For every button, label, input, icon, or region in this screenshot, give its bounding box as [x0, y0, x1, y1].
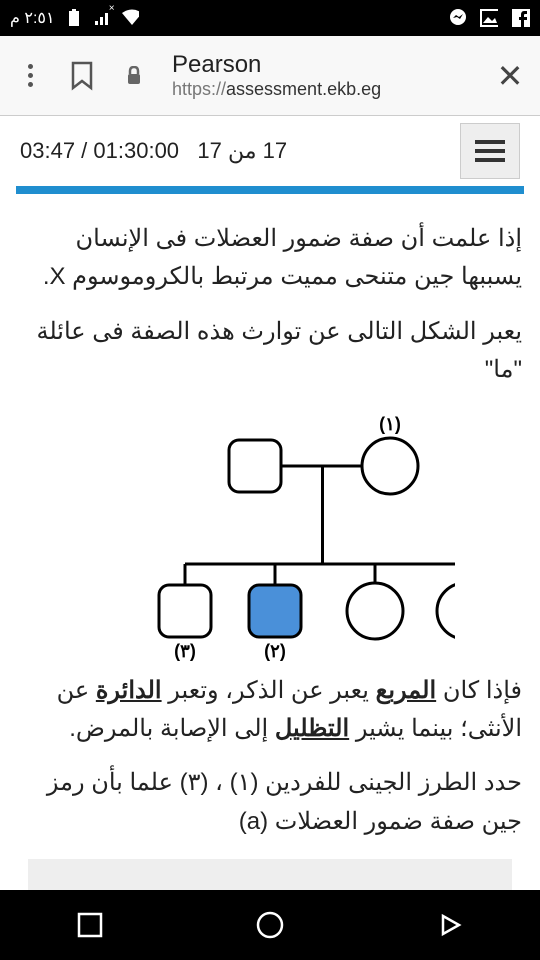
svg-text:(١): (١) [379, 416, 401, 434]
facebook-icon [512, 9, 530, 27]
svg-text:(٣): (٣) [174, 641, 196, 661]
more-menu-button[interactable] [16, 62, 44, 90]
assessment-header: 17 من 17 01:30:00 / 03:47 [0, 116, 540, 186]
status-time: ٢:٥١ م [10, 8, 55, 28]
android-nav-bar [0, 890, 540, 960]
svg-text:(٢): (٢) [264, 641, 286, 661]
address-bar[interactable]: Pearson https://assessment.ekb.eg [172, 51, 472, 100]
progress-bar [16, 186, 524, 194]
image-icon [480, 9, 498, 27]
question-p2: يعبر الشكل التالى عن توارث هذه الصفة فى … [18, 313, 522, 390]
home-button[interactable] [248, 903, 292, 947]
lock-icon [120, 62, 148, 90]
bookmark-button[interactable] [68, 62, 96, 90]
question-p1: إذا علمت أن صفة ضمور العضلات فى الإنسان … [18, 220, 522, 297]
wifi-icon [121, 9, 139, 27]
site-title: Pearson [172, 51, 472, 79]
close-button[interactable]: ✕ [496, 62, 524, 90]
site-url: https://assessment.ekb.eg [172, 79, 472, 100]
battery-icon [65, 9, 83, 27]
question-p4: حدد الطرز الجينى للفردين (١) ، (٣) علما … [18, 764, 522, 841]
recent-apps-button[interactable] [68, 903, 112, 947]
question-p3: فإذا كان المربع يعبر عن الذكر، وتعبر الد… [18, 672, 522, 749]
pedigree-diagram: (١) (٣) (٢) [18, 406, 522, 672]
android-status-bar: ٢:٥١ م × [0, 0, 540, 36]
question-content: إذا علمت أن صفة ضمور العضلات فى الإنسان … [0, 194, 540, 841]
browser-toolbar: Pearson https://assessment.ekb.eg ✕ [0, 36, 540, 116]
menu-button[interactable] [460, 123, 520, 179]
messenger-icon [448, 9, 466, 27]
progress-info: 17 من 17 01:30:00 / 03:47 [20, 138, 287, 164]
signal-icon: × [93, 9, 111, 27]
back-button[interactable] [428, 903, 472, 947]
